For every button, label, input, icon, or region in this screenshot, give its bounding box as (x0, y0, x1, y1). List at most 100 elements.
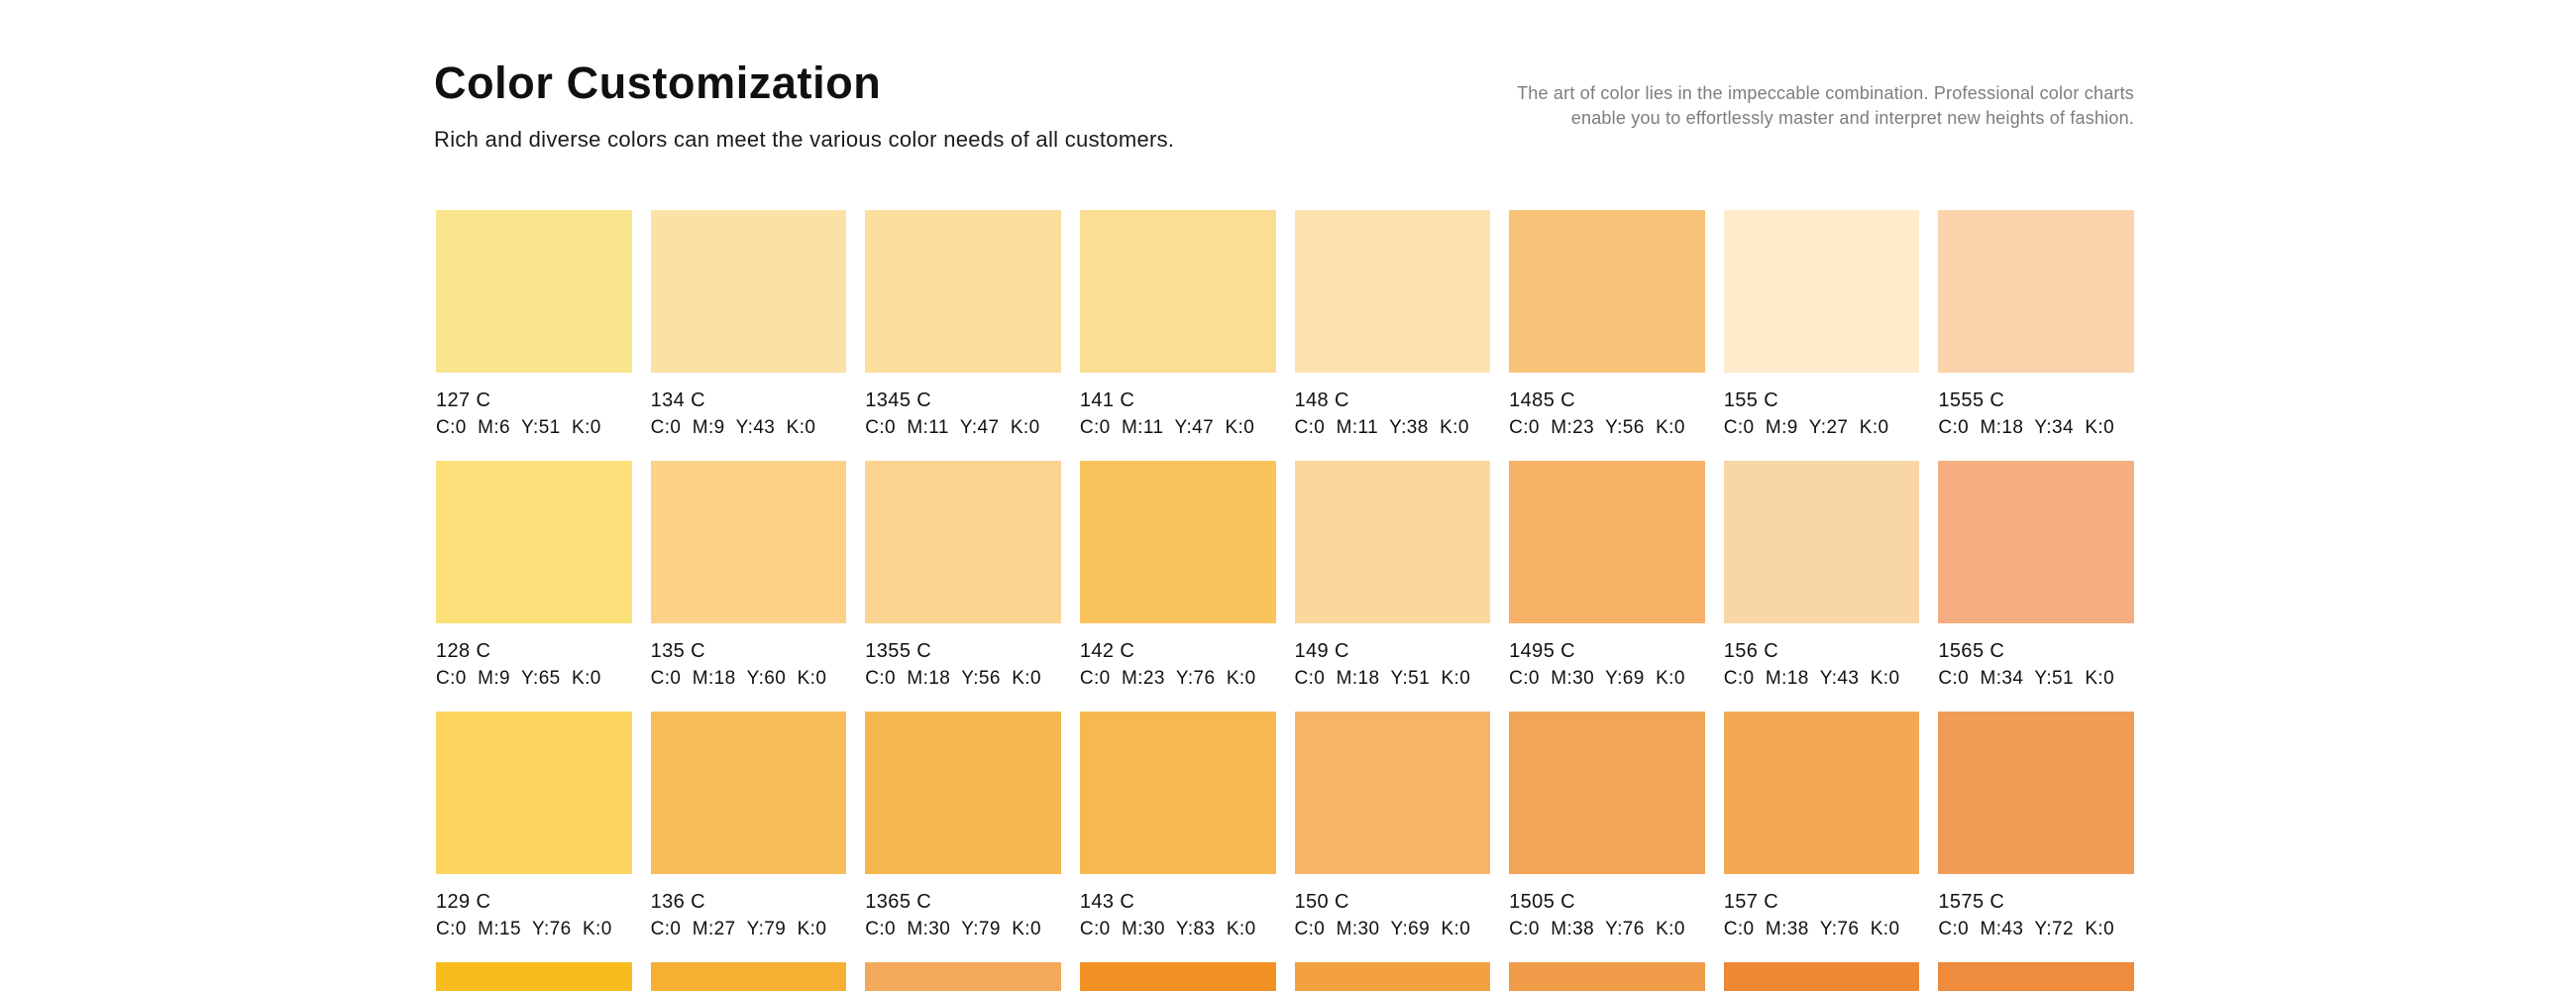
swatch-cmyk-values: C:0 M:30 Y:69 K:0 (1294, 919, 1471, 939)
swatch-cmyk-values: C:0 M:38 Y:76 K:0 (1723, 919, 1900, 939)
swatch-cell (1294, 962, 1491, 991)
color-swatch-row4-col2 (650, 962, 847, 991)
swatch-cell (436, 962, 632, 991)
swatch-code: 127 C (436, 389, 491, 411)
swatch-cmyk-values: C:0 M:18 Y:34 K:0 (1938, 417, 2115, 438)
swatch-code: 1505 C (1509, 891, 1576, 913)
swatch-cmyk-values: C:0 M:18 Y:56 K:0 (865, 668, 1041, 689)
color-swatch-row4-col8 (1938, 962, 2134, 991)
swatch-cell: 150 C C:0 M:30 Y:69 K:0 (1294, 712, 1491, 939)
color-swatch-148-c (1294, 210, 1491, 373)
swatch-cell: 135 C C:0 M:18 Y:60 K:0 (650, 461, 847, 689)
swatch-code: 1575 C (1938, 891, 2005, 913)
swatch-cmyk-values: C:0 M:43 Y:72 K:0 (1938, 919, 2115, 939)
color-swatch-156-c (1723, 461, 1920, 623)
swatch-cell: 1505 C C:0 M:38 Y:76 K:0 (1509, 712, 1705, 939)
color-swatch-129-c (436, 712, 632, 874)
color-swatch-136-c (650, 712, 847, 874)
color-swatch-143-c (1079, 712, 1276, 874)
swatch-cmyk-values: C:0 M:23 Y:76 K:0 (1079, 668, 1256, 689)
swatch-cell: 1365 C C:0 M:30 Y:79 K:0 (865, 712, 1061, 939)
swatch-cmyk-values: C:0 M:34 Y:51 K:0 (1938, 668, 2115, 689)
swatch-code: 136 C (650, 891, 705, 913)
color-swatch-142-c (1079, 461, 1276, 623)
color-swatch-row4-col4 (1079, 962, 1276, 991)
color-swatch-150-c (1294, 712, 1491, 874)
swatch-cell: 156 C C:0 M:18 Y:43 K:0 (1723, 461, 1920, 689)
color-swatch-1555-c (1938, 210, 2134, 373)
swatch-cell: 127 C C:0 M:6 Y:51 K:0 (436, 210, 632, 438)
color-swatch-1505-c (1509, 712, 1705, 874)
swatch-cmyk-values: C:0 M:30 Y:83 K:0 (1079, 919, 1256, 939)
swatch-cell (1938, 962, 2134, 991)
color-swatch-127-c (436, 210, 632, 373)
color-swatch-row4-col1 (436, 962, 632, 991)
description-line-1: The art of color lies in the impeccable … (1517, 83, 2134, 103)
swatch-code: 1365 C (865, 891, 932, 913)
swatch-cmyk-values: C:0 M:30 Y:69 K:0 (1509, 668, 1685, 689)
swatch-code: 1565 C (1938, 640, 2005, 662)
color-swatch-149-c (1294, 461, 1491, 623)
swatch-cell: 1555 C C:0 M:18 Y:34 K:0 (1938, 210, 2134, 438)
swatch-cell: 1355 C C:0 M:18 Y:56 K:0 (865, 461, 1061, 689)
swatch-code: 1555 C (1938, 389, 2005, 411)
swatch-code: 143 C (1079, 891, 1135, 913)
color-swatch-128-c (436, 461, 632, 623)
color-swatch-row4-col7 (1723, 962, 1920, 991)
color-swatch-row4-col5 (1294, 962, 1491, 991)
swatch-cmyk-values: C:0 M:6 Y:51 K:0 (436, 417, 601, 438)
swatch-cell: 1485 C C:0 M:23 Y:56 K:0 (1509, 210, 1705, 438)
swatch-code: 150 C (1294, 891, 1349, 913)
swatch-cell: 1575 C C:0 M:43 Y:72 K:0 (1938, 712, 2134, 939)
swatch-cmyk-values: C:0 M:9 Y:43 K:0 (650, 417, 816, 438)
swatch-cell: 136 C C:0 M:27 Y:79 K:0 (650, 712, 847, 939)
swatch-cell: 141 C C:0 M:11 Y:47 K:0 (1079, 210, 1276, 438)
swatch-code: 135 C (650, 640, 705, 662)
swatch-cmyk-values: C:0 M:18 Y:51 K:0 (1294, 668, 1471, 689)
swatch-code: 156 C (1723, 640, 1779, 662)
swatch-cell: 134 C C:0 M:9 Y:43 K:0 (650, 210, 847, 438)
color-swatch-row4-col3 (865, 962, 1061, 991)
color-swatch-155-c (1723, 210, 1920, 373)
swatch-code: 141 C (1079, 389, 1135, 411)
swatch-cmyk-values: C:0 M:11 Y:47 K:0 (865, 417, 1040, 438)
color-swatch-1495-c (1509, 461, 1705, 623)
color-swatch-1485-c (1509, 210, 1705, 373)
color-swatch-1575-c (1938, 712, 2134, 874)
swatch-code: 157 C (1723, 891, 1779, 913)
swatch-cmyk-values: C:0 M:9 Y:27 K:0 (1723, 417, 1889, 438)
color-swatch-1565-c (1938, 461, 2134, 623)
color-swatch-134-c (650, 210, 847, 373)
swatch-code: 148 C (1294, 389, 1349, 411)
swatch-cell: 149 C C:0 M:18 Y:51 K:0 (1294, 461, 1491, 689)
swatch-code: 1485 C (1509, 389, 1576, 411)
color-swatch-157-c (1723, 712, 1920, 874)
color-swatch-141-c (1079, 210, 1276, 373)
swatch-cell: 1495 C C:0 M:30 Y:69 K:0 (1509, 461, 1705, 689)
color-swatch-135-c (650, 461, 847, 623)
swatch-code: 134 C (650, 389, 705, 411)
swatch-code: 1355 C (865, 640, 932, 662)
swatch-cell: 157 C C:0 M:38 Y:76 K:0 (1723, 712, 1920, 939)
swatch-cmyk-values: C:0 M:15 Y:76 K:0 (436, 919, 612, 939)
swatch-cell: 129 C C:0 M:15 Y:76 K:0 (436, 712, 632, 939)
swatch-code: 128 C (436, 640, 491, 662)
swatch-code: 155 C (1723, 389, 1779, 411)
section-description: The art of color lies in the impeccable … (1517, 81, 2134, 131)
swatch-cell (1079, 962, 1276, 991)
swatch-cmyk-values: C:0 M:27 Y:79 K:0 (650, 919, 827, 939)
palette-grid: 127 C C:0 M:6 Y:51 K:0 134 C C:0 M:9 Y:43 K… (436, 210, 2134, 991)
swatch-code: 149 C (1294, 640, 1349, 662)
swatch-cell: 143 C C:0 M:30 Y:83 K:0 (1079, 712, 1276, 939)
swatch-code: 1495 C (1509, 640, 1576, 662)
page-title: Color Customization (434, 57, 882, 108)
page-subtitle: Rich and diverse colors can meet the var… (434, 127, 1175, 152)
color-swatch-1355-c (865, 461, 1061, 623)
swatch-cell (1509, 962, 1705, 991)
swatch-code: 142 C (1079, 640, 1135, 662)
swatch-cmyk-values: C:0 M:23 Y:56 K:0 (1509, 417, 1685, 438)
swatch-cell: 155 C C:0 M:9 Y:27 K:0 (1723, 210, 1920, 438)
swatch-cmyk-values: C:0 M:11 Y:47 K:0 (1079, 417, 1255, 438)
swatch-cell (650, 962, 847, 991)
